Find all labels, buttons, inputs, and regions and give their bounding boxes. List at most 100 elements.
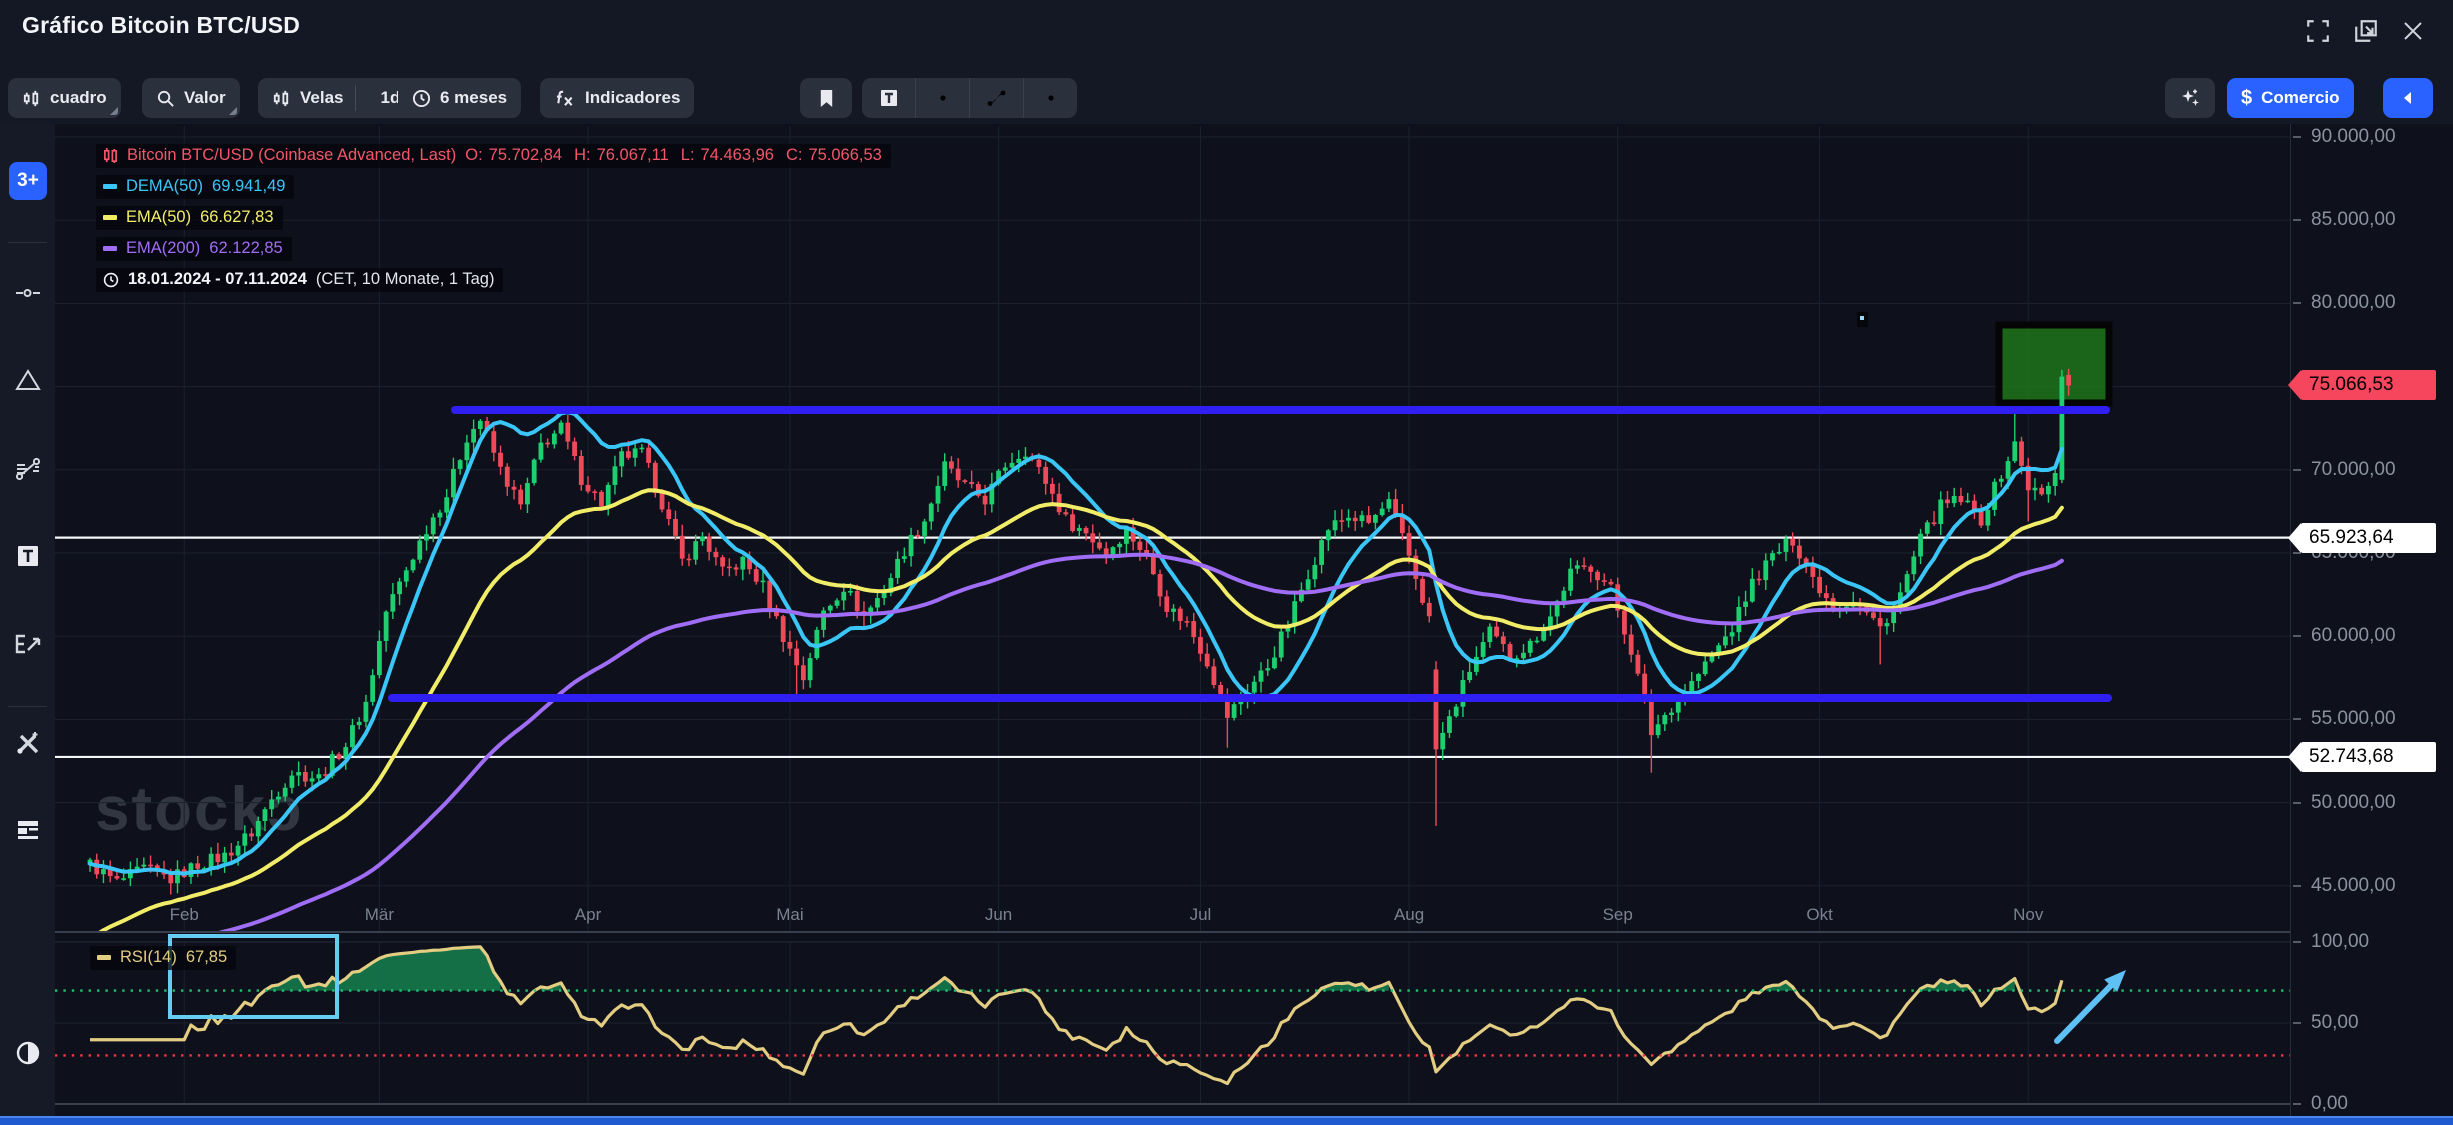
title-bar: Gráfico Bitcoin BTC/USD [0, 0, 2453, 56]
tick-dash [2293, 884, 2301, 887]
axis-tick-label: 45.000,00 [2311, 874, 2396, 896]
tools-icon [16, 732, 38, 754]
month-label: Jul [1189, 905, 1212, 924]
trade-button[interactable]: $ Comercio [2227, 78, 2354, 118]
chart-canvas[interactable]: stockɔ Feb Mär Apr Mai Jun Jul Aug Sep Okt Nov Bi… [55, 124, 2290, 1125]
ema50-legend-row[interactable]: EMA(50) 66.627,83 [96, 206, 283, 230]
month-label: Mai [776, 905, 804, 924]
price-label-text: 75.066,53 [2309, 374, 2394, 396]
axis-tick-label: 90.000,00 [2311, 126, 2396, 147]
date-range-row[interactable]: 18.01.2024 - 07.11.2024 (CET, 10 Monate,… [96, 268, 504, 292]
candles-icon [104, 148, 117, 163]
triangle-icon [14, 369, 41, 390]
ai-sparkles-button[interactable] [2165, 78, 2215, 118]
white-level-2-label: 52.743,68 [2288, 741, 2436, 772]
trend-line-tool[interactable] [0, 271, 55, 315]
horizontal-line-tool-button[interactable] [915, 78, 969, 118]
axis-tick: 60.000,00 [2291, 625, 2453, 647]
drawing-tools-group [862, 78, 1077, 118]
tick-dash [2293, 552, 2301, 554]
pattern-tool[interactable] [0, 447, 55, 491]
ohlc-values: O: 75.702,84 H: 76.067,11 L: 74.463,96 C: 75… [465, 146, 882, 164]
dema-value: 69.941,49 [212, 177, 286, 195]
candles-icon [23, 90, 39, 106]
month-label: Okt [1806, 905, 1833, 924]
ema50-label: EMA(50) [126, 208, 192, 226]
text-box-icon [880, 90, 897, 106]
ema200-label: EMA(200) [126, 239, 201, 257]
emoji-arrow-tool[interactable] [0, 622, 55, 666]
close-icon[interactable] [2398, 16, 2428, 46]
price-axis[interactable]: 90.000,0085.000,0080.000,0075.000,0070.0… [2288, 124, 2453, 1125]
month-label: Sep [1602, 905, 1633, 924]
axis-tick: 55.000,00 [2291, 708, 2453, 730]
ema200-legend-row[interactable]: EMA(200) 62.122,85 [96, 237, 292, 261]
fullscreen-icon[interactable] [2303, 16, 2333, 46]
bottom-accent-bar [0, 1116, 2453, 1125]
divider [354, 85, 356, 111]
date-range-label: 6 meses [440, 88, 508, 107]
candle-style-button[interactable]: Velas 1d [258, 78, 415, 118]
axis-tick: 85.000,00 [2291, 209, 2453, 231]
rsi-legend-row[interactable]: RSI(14) 67,85 [90, 946, 237, 970]
curve-icon [987, 90, 1005, 106]
collapse-panel-button[interactable] [2383, 78, 2433, 118]
clock-icon [103, 272, 119, 287]
axis-tick-label: 100,00 [2311, 931, 2370, 952]
interval-button[interactable]: 1d [380, 88, 401, 107]
axis-tick: 80.000,00 [2291, 292, 2453, 314]
tick-dash [2293, 1103, 2301, 1105]
object-tree[interactable] [0, 808, 55, 852]
contrast-icon [16, 1041, 39, 1065]
indicators-label: Indicadores [585, 88, 681, 107]
rsi-label: RSI(14) [120, 948, 177, 966]
month-label: Jun [984, 905, 1013, 924]
date-range-button[interactable]: 6 meses [398, 78, 522, 118]
search-icon [157, 90, 174, 107]
bookmark-button[interactable] [800, 78, 852, 118]
ema200-swatch [103, 246, 117, 251]
emoji-arrow-icon [15, 634, 40, 654]
dema-legend-row[interactable]: DEMA(50) 69.941,49 [96, 175, 295, 199]
axis-tick: 45.000,00 [2291, 875, 2453, 897]
tick-dash [2293, 468, 2301, 471]
axis-tick: 70.000,00 [2291, 459, 2453, 481]
curve-tool-button[interactable] [969, 78, 1023, 118]
vertical-line-icon [1047, 95, 1054, 101]
axis-tick-label: 70.000,00 [2311, 458, 2396, 480]
axis-tick-label: 0,00 [2311, 1093, 2348, 1114]
triangle-tool[interactable] [0, 358, 55, 402]
symbol-legend-row[interactable]: Bitcoin BTC/USD (Coinbase Advanced, Last… [96, 144, 891, 168]
divider [8, 706, 47, 707]
text-box-tool-button[interactable] [862, 78, 915, 118]
tick-dash [2293, 136, 2301, 138]
axis-tick: 50,00 [2291, 1012, 2453, 1034]
indicators-button[interactable]: Indicadores [540, 78, 695, 118]
ema200-value: 62.122,85 [209, 239, 283, 257]
toolbar: cuadro Valor Velas 1d 6 meses Indicadore… [0, 56, 2453, 124]
legend: Bitcoin BTC/USD (Coinbase Advanced, Last… [96, 144, 891, 299]
active-tool-badge[interactable]: 3+ [9, 162, 47, 200]
tools-settings[interactable] [0, 721, 55, 765]
tick-dash [2293, 718, 2301, 721]
rsi-swatch [97, 955, 111, 960]
month-label: Mär [364, 905, 395, 924]
axis-tick: 100,00 [2291, 931, 2453, 953]
symbol-search-button[interactable]: Valor [142, 78, 240, 118]
white-level-1-label: 65.923,64 [2288, 522, 2436, 553]
tick-dash [2293, 302, 2301, 305]
collapse-left-icon [2404, 92, 2411, 104]
theme-contrast-toggle[interactable] [0, 1031, 55, 1075]
symbol-search-label: Valor [184, 88, 226, 107]
text-tool-icon [17, 546, 38, 566]
vertical-line-tool-button[interactable] [1023, 78, 1077, 118]
drawing-sidebar: 3+ [0, 124, 55, 1125]
axis-tick-label: 55.000,00 [2311, 708, 2396, 730]
text-tool[interactable] [0, 534, 55, 578]
popout-icon[interactable] [2351, 16, 2381, 46]
date-range-meta: (CET, 10 Monate, 1 Tag) [315, 270, 495, 288]
ema50-value: 66.627,83 [200, 208, 274, 226]
chart-layout-button[interactable]: cuadro [8, 78, 121, 118]
axis-tick-label: 50.000,00 [2311, 791, 2396, 813]
tick-dash [2293, 941, 2301, 943]
